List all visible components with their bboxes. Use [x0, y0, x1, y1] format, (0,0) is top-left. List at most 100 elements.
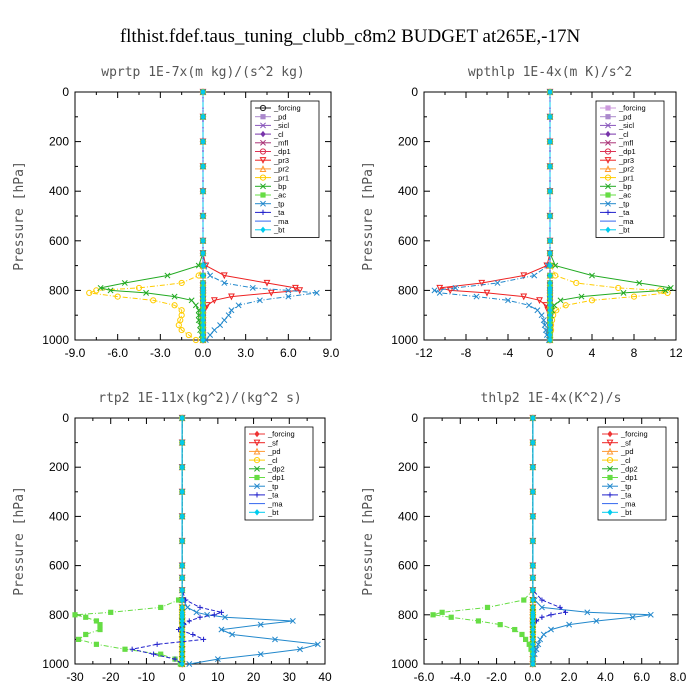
data-point [547, 307, 553, 314]
x-tick-label: 0 [547, 346, 554, 360]
series-line [532, 418, 567, 664]
y-tick-label: 1000 [391, 333, 418, 347]
data-point [547, 331, 553, 339]
legend-entry: _ma [620, 499, 636, 508]
data-point [200, 316, 206, 324]
data-point [175, 322, 182, 329]
data-point [531, 272, 538, 279]
data-point [629, 614, 636, 621]
data-point [143, 289, 150, 296]
data-point [179, 614, 185, 621]
x-tick-label: 9.0 [323, 346, 340, 360]
data-point [497, 622, 503, 628]
x-tick-label: 0.0 [195, 346, 212, 360]
data-point [200, 302, 206, 309]
legend-entry: _mfl [618, 139, 634, 148]
legend-entry: _cl [273, 130, 284, 139]
data-point [221, 317, 228, 324]
data-point [203, 302, 211, 309]
data-point [207, 272, 214, 279]
data-point [211, 612, 217, 618]
y-tick-label: 200 [49, 460, 69, 474]
legend-entry: _pr2 [273, 165, 289, 174]
data-point [179, 414, 185, 422]
data-point [520, 293, 528, 301]
data-point [588, 297, 596, 304]
data-point [97, 626, 103, 633]
data-point [530, 596, 536, 604]
y-tick-label: 600 [398, 559, 418, 573]
legend-entry: _ta [620, 491, 632, 500]
data-point [530, 488, 536, 495]
data-point [484, 604, 491, 611]
y-tick-label: 0 [62, 85, 69, 99]
legend-entry: _ta [618, 208, 630, 217]
data-point [547, 312, 553, 319]
data-point [530, 537, 536, 545]
y-tick-label: 0 [411, 85, 418, 99]
legend: _forcing_pd_sicl_cl_mfl_dp1_pr3_pr2_pr1_… [250, 100, 320, 238]
legend-entry: _ma [273, 217, 289, 226]
legend-entry: _cl [620, 456, 631, 465]
data-point [97, 284, 104, 291]
legend-swatch-marker [607, 465, 613, 472]
legend-swatch-marker [605, 130, 611, 138]
data-point [436, 284, 444, 292]
x-tick-label: 0.0 [525, 670, 542, 684]
data-point [235, 302, 242, 309]
data-point [636, 280, 643, 286]
legend-entry: _mfl [273, 139, 289, 148]
legend-swatch-marker [259, 148, 267, 155]
data-point [667, 284, 674, 291]
data-point [129, 646, 135, 652]
legend-entry: _dp2 [620, 465, 638, 474]
data-point [72, 612, 78, 618]
series-ta [129, 415, 225, 667]
data-point [539, 597, 545, 603]
legend-swatch-marker [259, 174, 267, 181]
data-point [192, 336, 199, 344]
data-point [313, 289, 320, 296]
data-point [566, 621, 573, 628]
data-point [547, 272, 553, 279]
data-point [552, 272, 559, 279]
series-bt [530, 414, 536, 668]
data-point [179, 587, 185, 594]
legend-entry: _tp [620, 482, 631, 491]
data-point [218, 609, 225, 615]
panel-title: thlp2 1E-4x(K^2)/s [481, 391, 622, 406]
data-point [179, 655, 185, 663]
data-point [584, 609, 591, 616]
data-point [547, 302, 553, 309]
legend-swatch-marker [607, 509, 613, 516]
data-point [540, 631, 547, 638]
data-point [530, 464, 536, 471]
x-tick-label: 4.0 [597, 670, 614, 684]
y-tick-label: 800 [49, 283, 69, 297]
legend-entry: _pr3 [618, 156, 634, 165]
x-tick-label: 30 [283, 670, 297, 684]
legend-swatch-marker [605, 192, 611, 198]
legend-swatch-marker [604, 157, 612, 164]
data-point [552, 262, 559, 269]
legend-swatch-marker [605, 226, 611, 233]
data-point [249, 284, 256, 291]
x-tick-label: -4 [503, 346, 514, 360]
data-point [158, 604, 164, 611]
data-point [93, 618, 100, 624]
data-point [200, 326, 206, 334]
data-point [200, 336, 206, 344]
data-point [538, 604, 545, 611]
data-point [179, 439, 185, 446]
data-point [207, 332, 214, 338]
data-point [200, 113, 206, 120]
legend-entry: _dp1 [273, 147, 291, 156]
data-point [519, 631, 525, 638]
data-point [200, 138, 206, 145]
legend-entry: _ac [618, 191, 631, 200]
data-point [530, 604, 536, 611]
y-tick-label: 800 [49, 608, 69, 622]
data-point [150, 651, 157, 657]
legend-entry: _forcing [618, 104, 646, 113]
legend-swatch-marker [254, 474, 260, 481]
